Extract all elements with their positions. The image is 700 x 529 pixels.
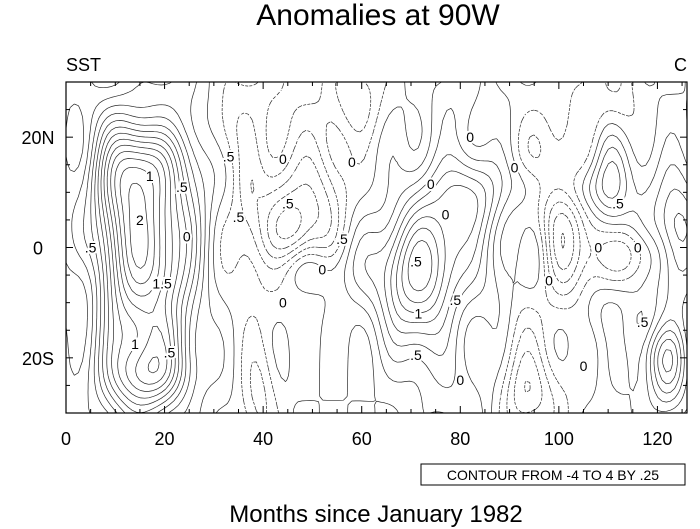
x-tick-label: 120: [642, 429, 672, 449]
left-corner-label: SST: [66, 55, 101, 75]
contour-label: 0: [634, 240, 642, 256]
contour-label: .5: [233, 209, 245, 225]
contour-label: 0: [594, 240, 602, 256]
contour-label: .5: [336, 231, 348, 247]
y-tick-label: 0: [33, 239, 43, 259]
contour-label: 0: [348, 154, 356, 170]
contour-label: .5: [85, 240, 97, 256]
y-tick-label: 20S: [22, 349, 54, 369]
contour-label: 0: [318, 262, 326, 278]
contour-info-text: CONTOUR FROM -4 TO 4 BY .25: [447, 467, 659, 483]
contour-line: [128, 182, 149, 269]
x-tick-label: 80: [450, 429, 470, 449]
contour-label: 0: [427, 176, 435, 192]
chart-title: Anomalies at 90W: [256, 0, 500, 32]
contour-label: 0: [580, 358, 588, 374]
contour-label: .5: [612, 195, 624, 211]
contour-line-negative: [236, 81, 632, 414]
contour-label: 0: [442, 206, 450, 222]
y-tick-label: 20N: [21, 128, 54, 148]
contour-line: [90, 112, 688, 414]
contour-label: 0: [545, 273, 553, 289]
contour-label: .5: [450, 292, 462, 308]
right-corner-label: C: [674, 55, 687, 75]
contour-line: [97, 126, 678, 414]
contour-line: [103, 138, 439, 399]
contour-label: .5: [176, 179, 188, 195]
contour-line-negative: [267, 183, 575, 393]
contour-label: 0: [279, 295, 287, 311]
contour-label: .5: [410, 253, 422, 269]
contour-label: 0: [279, 151, 287, 167]
contour-label: 0: [456, 372, 464, 388]
contour-label: 0: [183, 228, 191, 244]
contour-label: 1: [131, 336, 139, 352]
x-tick-label: 100: [544, 429, 574, 449]
contour-label: .5: [282, 195, 294, 211]
contour-info-box: [420, 463, 686, 486]
x-tick-label: 60: [352, 429, 372, 449]
contour-line: [65, 81, 688, 414]
x-axis-ticks: 0 20 40 60 80 100 120: [61, 82, 683, 449]
contour-label: .5: [164, 344, 176, 360]
contour-line: [110, 151, 168, 385]
contour-line-negative: [275, 206, 566, 249]
x-tick-label: 40: [253, 429, 273, 449]
contour-line: [106, 144, 433, 392]
contour-line: [83, 104, 688, 414]
x-tick-label: 20: [155, 429, 175, 449]
x-axis-label: Months since January 1982: [229, 501, 523, 528]
contour-label: 1.5: [152, 275, 172, 291]
contour-label: 2: [136, 212, 144, 228]
contour-label: 0: [466, 129, 474, 145]
contour-label: 1: [146, 168, 154, 184]
contour-label: 1: [414, 306, 422, 322]
contour-label: .5: [410, 347, 422, 363]
contour-line: [114, 158, 161, 374]
contour-line: [100, 132, 674, 406]
contour-line-negative: [220, 81, 641, 414]
contour-line-negative: [250, 155, 581, 414]
contour-label: 0: [511, 160, 519, 176]
contour-label: .5: [223, 148, 235, 164]
y-axis-ticks: 20N 0 20S: [21, 81, 687, 414]
contour-label: .5: [637, 314, 649, 330]
contour-line: [94, 120, 688, 414]
contour-line: [119, 166, 155, 285]
contour-line: [71, 81, 688, 414]
x-tick-label: 0: [61, 429, 71, 449]
contour-lines: [65, 81, 688, 414]
contour-labels: .5121.51.5.50.5.50.5.500000.5.51000.50.5…: [83, 127, 651, 390]
